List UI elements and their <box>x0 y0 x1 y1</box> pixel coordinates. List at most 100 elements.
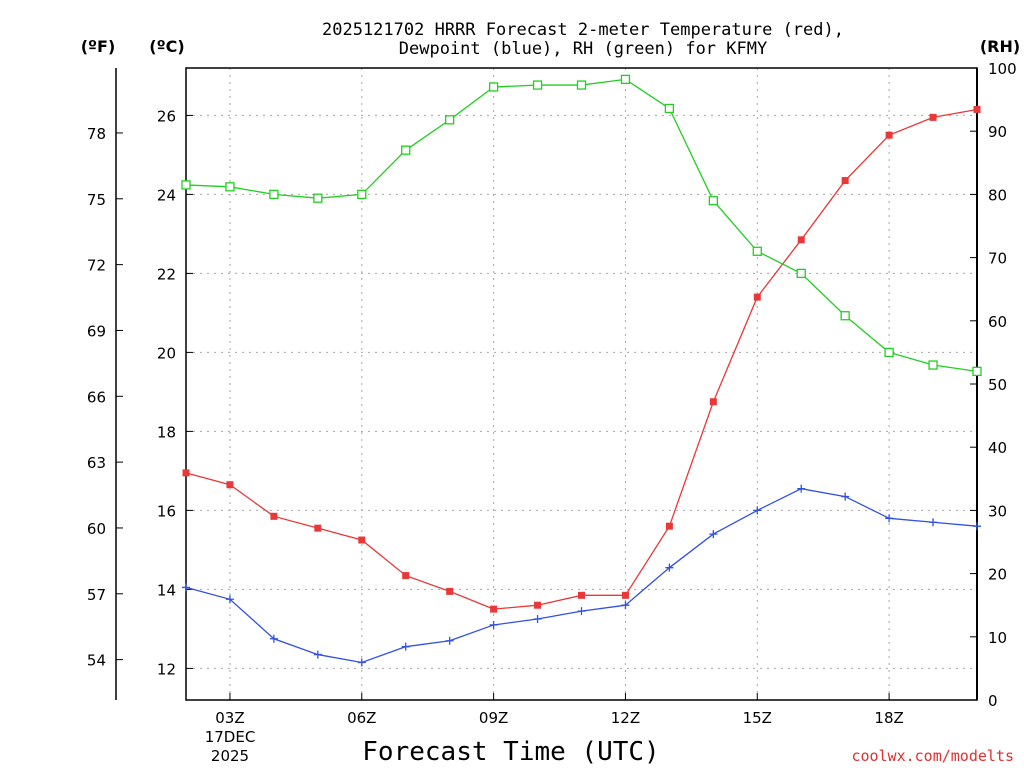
x-tick-label: 09Z <box>479 709 508 727</box>
rh-point <box>269 189 279 200</box>
x-tick-label: 18Z <box>874 709 903 727</box>
rh-point <box>225 182 235 192</box>
temperature-point <box>753 293 761 301</box>
fahrenheit-tick-label: 54 <box>87 652 106 670</box>
x-tick-label: 06Z <box>347 709 376 727</box>
rh-point <box>532 80 543 90</box>
dewpoint-point <box>357 658 366 667</box>
fahrenheit-unit-label: (ºF) <box>81 37 116 56</box>
x-tick-label: 12Z <box>611 709 640 727</box>
rh-tick-label: 70 <box>988 250 1007 268</box>
dewpoint-point <box>885 514 894 523</box>
celsius-tick-label: 18 <box>157 423 176 441</box>
rh-point <box>752 246 762 256</box>
dewpoint-point <box>269 634 278 643</box>
temperature-point <box>665 522 673 530</box>
dewpoint-point <box>841 492 850 501</box>
temperature-point <box>182 469 190 477</box>
chart-title-line-1: 2025121702 HRRR Forecast 2-meter Tempera… <box>322 20 844 40</box>
fahrenheit-tick-label: 63 <box>87 454 106 472</box>
rh-point <box>357 189 367 200</box>
celsius-tick-label: 26 <box>157 107 176 125</box>
dewpoint-point <box>577 607 586 616</box>
credit-text: coolwx.com/modelts <box>851 747 1014 765</box>
celsius-tick-label: 22 <box>157 265 176 283</box>
axes <box>115 67 978 701</box>
dewpoint-point <box>753 506 762 515</box>
x-tick-label: 03Z <box>215 709 244 727</box>
fahrenheit-tick-label: 75 <box>87 191 106 209</box>
rh-point <box>796 268 806 279</box>
dewpoint-line <box>185 487 978 664</box>
rh-point <box>181 180 191 190</box>
rh-tick-label: 40 <box>988 439 1007 457</box>
temperature-point <box>621 591 629 599</box>
rh-point <box>620 74 631 85</box>
rh-point <box>664 103 675 114</box>
temperature-point <box>270 512 278 520</box>
temperature-point <box>314 524 322 532</box>
dewpoint-point <box>797 484 806 493</box>
date-label-year: 2025 <box>211 747 249 765</box>
temperature-point <box>490 605 498 613</box>
dewpoint-point <box>665 563 674 572</box>
rh-tick-label: 80 <box>988 186 1007 204</box>
dewpoint-point <box>489 620 498 629</box>
celsius-unit-label: (ºC) <box>149 37 184 56</box>
celsius-tick-label: 24 <box>157 186 176 204</box>
temperature-point <box>973 105 981 113</box>
temperature-point <box>578 591 585 599</box>
temperature-point <box>226 481 234 489</box>
rh-tick-label: 30 <box>988 502 1007 520</box>
dewpoint-point <box>709 530 718 539</box>
fahrenheit-tick-label: 69 <box>87 322 106 340</box>
dewpoint-point <box>621 601 630 610</box>
dewpoint-point <box>445 636 454 645</box>
dewpoint-point <box>929 518 938 527</box>
rh-point <box>708 196 718 206</box>
temperature-point <box>797 236 805 244</box>
plot-frame <box>185 67 978 701</box>
dewpoint-point <box>401 642 410 651</box>
dewpoint-point <box>973 522 981 531</box>
rh-tick-label: 60 <box>988 313 1007 331</box>
dewpoint-point <box>533 615 542 624</box>
rh-line <box>185 78 978 373</box>
rh-point <box>401 145 411 155</box>
celsius-tick-label: 12 <box>157 660 176 678</box>
rh-tick-label: 10 <box>988 629 1007 647</box>
rh-point <box>884 347 894 358</box>
temperature-point <box>534 601 542 609</box>
rh-tick-label: 50 <box>988 376 1007 394</box>
rh-point <box>840 311 850 321</box>
celsius-tick-label: 16 <box>157 502 176 520</box>
date-label-day: 17DEC <box>205 728 256 746</box>
fahrenheit-tick-label: 60 <box>87 520 106 538</box>
temperature-point <box>841 177 849 185</box>
rh-point <box>488 82 499 92</box>
dewpoint-point <box>225 595 234 604</box>
rh-unit-label: (RH) <box>980 37 1020 56</box>
rh-tick-label: 20 <box>988 566 1007 584</box>
chart-title-line-2: Dewpoint (blue), RH (green) for KFMY <box>399 39 767 59</box>
temperature-point <box>929 113 937 121</box>
series-layer <box>181 74 982 667</box>
fahrenheit-tick-label: 57 <box>87 586 106 604</box>
temperature-point <box>402 572 410 580</box>
fahrenheit-tick-label: 72 <box>87 257 106 275</box>
temperature-point <box>446 587 454 595</box>
dewpoint-point <box>182 583 190 592</box>
temperature-point <box>885 131 893 139</box>
fahrenheit-tick-label: 66 <box>87 388 106 406</box>
rh-point <box>972 366 982 377</box>
rh-point <box>928 360 938 370</box>
rh-tick-label: 0 <box>988 692 998 710</box>
rh-tick-label: 100 <box>988 60 1017 78</box>
gridlines <box>186 68 977 700</box>
rh-point <box>313 193 323 203</box>
x-axis-title: Forecast Time (UTC) <box>362 737 659 767</box>
x-tick-label: 15Z <box>743 709 772 727</box>
tick-labels: 12 14 16 18 20 22 24 26 54 57 60 63 66 69 72 75 78 0 10 20 3… <box>87 60 1017 727</box>
rh-point <box>576 80 587 90</box>
